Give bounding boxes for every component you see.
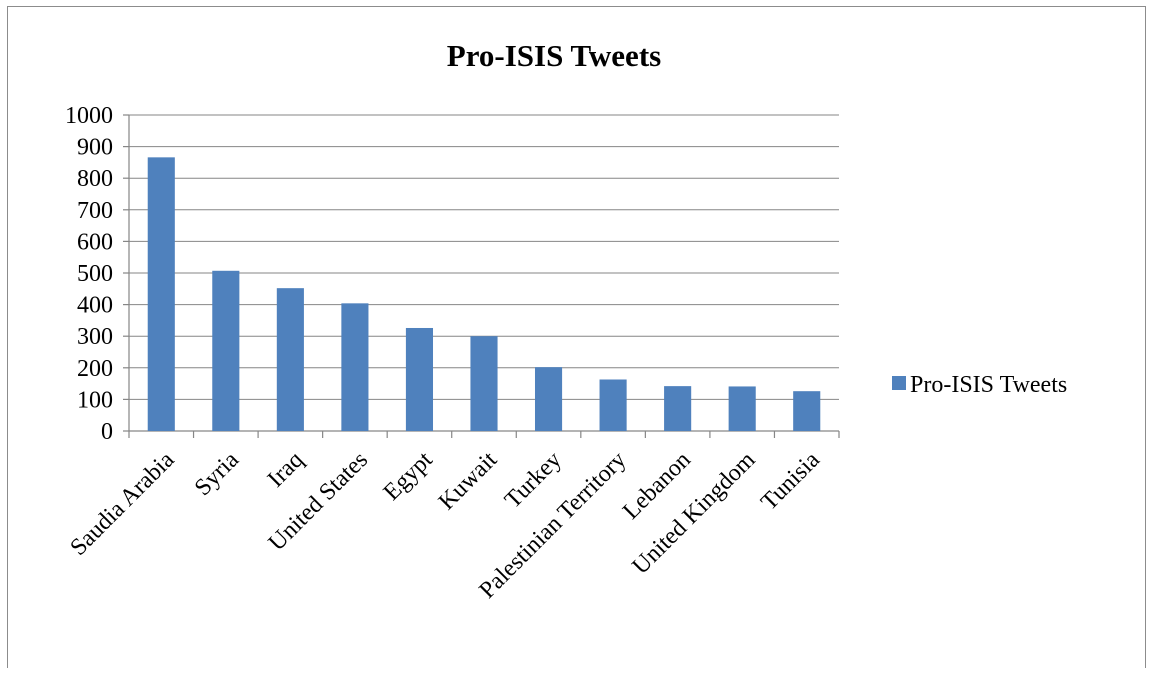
y-tick-label: 300	[77, 324, 113, 350]
y-tick-label: 0	[101, 419, 113, 445]
y-tick-label: 500	[77, 261, 113, 287]
x-axis	[128, 430, 840, 438]
bar	[341, 303, 369, 431]
x-tick-label: Kuwait	[434, 447, 503, 516]
bar	[276, 288, 304, 431]
y-tick-label: 400	[77, 293, 113, 319]
x-tick-label: Egypt	[379, 447, 438, 506]
x-tick-label: Syria	[190, 447, 244, 501]
x-tick-label: Tunisia	[756, 447, 825, 516]
bar	[664, 386, 692, 431]
y-axis	[123, 114, 130, 432]
y-tick-label: 100	[77, 387, 113, 413]
bar	[793, 391, 821, 431]
y-tick-label: 600	[77, 229, 113, 255]
y-tick-label: 700	[77, 198, 113, 224]
y-tick-label: 1000	[65, 103, 113, 129]
bar	[534, 367, 563, 431]
legend-label: Pro-ISIS Tweets	[910, 372, 1067, 398]
y-tick-labels: 0 100 200 300 400 500 600 700 800 900 1000	[65, 103, 113, 445]
y-tick-label: 900	[77, 135, 113, 161]
chart-frame	[7, 6, 1146, 668]
y-tick-label: 200	[77, 356, 113, 382]
legend-swatch	[892, 376, 906, 390]
chart-title: Pro-ISIS Tweets	[447, 38, 661, 73]
bar	[212, 270, 240, 431]
bar	[470, 336, 498, 431]
x-tick-label: Saudia Arabia	[65, 447, 179, 561]
bars	[147, 157, 821, 431]
y-tick-label: 800	[77, 166, 113, 192]
legend: Pro-ISIS Tweets	[892, 372, 1067, 398]
bar	[147, 157, 175, 431]
bar	[405, 327, 434, 431]
x-tick-label: Iraq	[263, 447, 309, 493]
bar	[728, 386, 756, 431]
bar	[599, 379, 627, 431]
